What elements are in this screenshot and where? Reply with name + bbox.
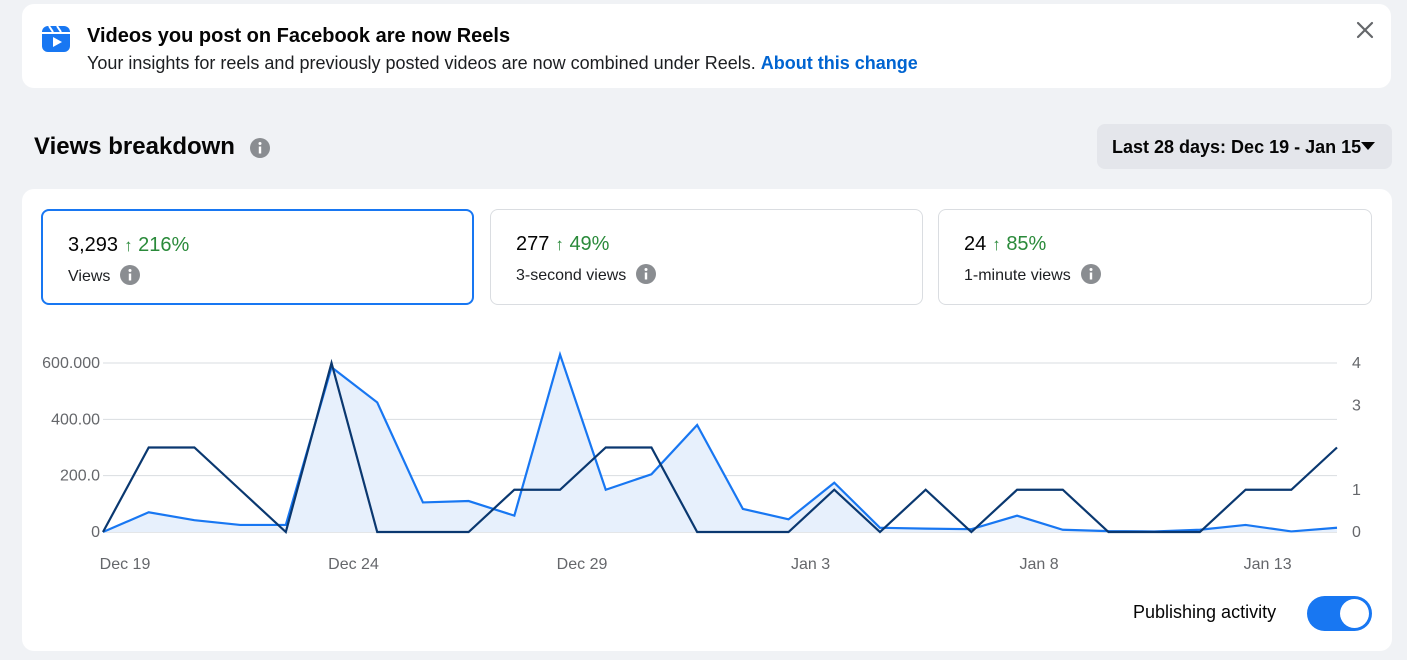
metric-card-3-second-views[interactable]: 277 ↑ 49% 3-second views <box>490 209 923 305</box>
arrow-up-icon: ↑ <box>124 236 133 255</box>
x-tick-label: Dec 24 <box>328 556 379 573</box>
arrow-up-icon: ↑ <box>555 235 564 254</box>
metric-number: 277 <box>516 233 550 255</box>
page-title: Views breakdown <box>34 133 235 160</box>
caret-down-icon <box>1361 142 1375 150</box>
metric-change: ↑ 49% <box>555 233 609 255</box>
info-icon[interactable] <box>1080 264 1101 284</box>
metric-label-text: 3-second views <box>516 267 627 284</box>
banner-description: Your insights for reels and previously p… <box>87 53 756 73</box>
y-left-tick-label: 200.0 <box>60 468 100 485</box>
y-right-tick-label: 4 <box>1352 355 1361 372</box>
publishing-activity-toggle[interactable] <box>1307 596 1372 631</box>
reels-notice-banner: Videos you post on Facebook are now Reel… <box>22 4 1391 88</box>
close-icon[interactable] <box>1353 18 1377 42</box>
metric-label: 1-minute views <box>964 264 1101 285</box>
x-tick-label: Jan 13 <box>1244 556 1292 573</box>
banner-text: Your insights for reels and previously p… <box>87 53 918 74</box>
x-tick-label: Dec 29 <box>557 556 608 573</box>
metric-card-views[interactable]: 3,293 ↑ 216% Views <box>41 209 474 305</box>
metric-change-value: 216% <box>138 234 190 256</box>
date-range-dropdown[interactable]: Last 28 days: Dec 19 - Jan 15 <box>1097 124 1392 169</box>
metric-number: 3,293 <box>68 234 119 256</box>
views-chart-card: 3,293 ↑ 216% Views 277 ↑ 49% 3-second view… <box>22 189 1392 651</box>
metric-value: 277 ↑ 49% <box>516 233 609 256</box>
info-icon[interactable] <box>250 138 270 158</box>
y-right-tick-label: 0 <box>1352 524 1361 541</box>
info-icon[interactable] <box>636 264 657 284</box>
info-icon[interactable] <box>120 265 141 285</box>
banner-title: Videos you post on Facebook are now Reel… <box>87 25 511 47</box>
metric-label: 3-second views <box>516 264 657 285</box>
y-right-tick-label: 3 <box>1352 397 1361 414</box>
reels-icon <box>42 25 70 52</box>
series-area-0 <box>103 354 1337 532</box>
y-right-tick-label: 1 <box>1352 482 1361 499</box>
metric-number: 24 <box>964 233 987 255</box>
y-left-tick-label: 400.00 <box>51 411 100 428</box>
metric-change: ↑ 216% <box>124 234 189 256</box>
publishing-activity-label: Publishing activity <box>1133 602 1277 622</box>
metric-label: Views <box>68 265 141 286</box>
metric-value: 3,293 ↑ 216% <box>68 234 189 257</box>
series-line-1 <box>102 358 1338 535</box>
about-change-link[interactable]: About this change <box>760 53 918 73</box>
x-tick-label: Jan 3 <box>791 556 830 573</box>
metric-card-1-minute-views[interactable]: 24 ↑ 85% 1-minute views <box>938 209 1372 305</box>
metric-change-value: 49% <box>569 233 610 255</box>
x-tick-label: Jan 8 <box>1020 556 1059 573</box>
metric-label-text: Views <box>68 268 111 285</box>
y-left-tick-label: 0 <box>91 524 100 541</box>
metric-change-value: 85% <box>1006 233 1047 255</box>
metric-change: ↑ 85% <box>992 233 1046 255</box>
toggle-knob <box>1340 599 1369 628</box>
metric-label-text: 1-minute views <box>964 267 1071 284</box>
x-tick-label: Dec 19 <box>100 556 151 573</box>
metric-value: 24 ↑ 85% <box>964 233 1046 256</box>
arrow-up-icon: ↑ <box>992 235 1001 254</box>
views-line-chart: 0 200.0 400.00 600.000 0 1 3 4 Dec 19 Dec 24 Dec 2… <box>42 350 1361 573</box>
y-left-tick-label: 600.000 <box>42 355 100 372</box>
date-range-label: Last 28 days: Dec 19 - Jan 15 <box>1112 137 1362 157</box>
